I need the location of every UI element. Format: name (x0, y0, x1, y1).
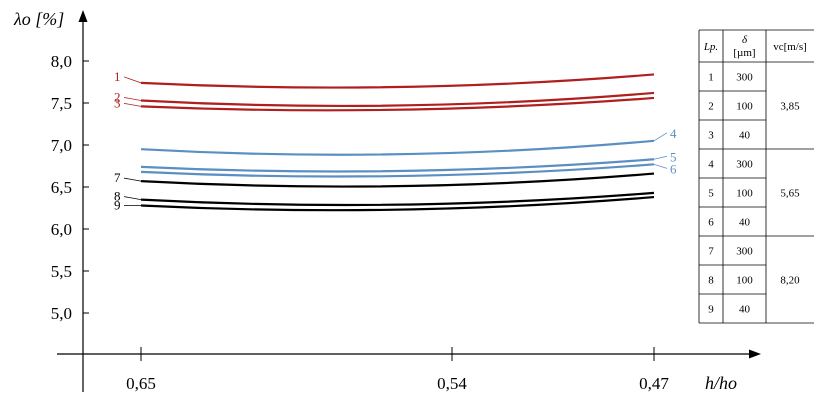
y-tick-label: 5,5 (51, 262, 72, 281)
table-cell-lp: 3 (708, 130, 714, 142)
y-tick-label: 5,0 (51, 304, 72, 323)
series-label-5: 5 (670, 149, 677, 164)
table-cell-delta: 40 (739, 217, 751, 229)
series-line-5 (140, 158, 655, 173)
y-ticks: 5,0 5,5 6,0 6,5 7,0 7,5 8,0 (51, 52, 89, 323)
leader-line (653, 155, 668, 160)
table-cell-delta: 300 (736, 246, 753, 258)
table-cell-delta: 40 (739, 304, 751, 316)
header-delta-unit: [µm] (733, 47, 755, 59)
y-tick-label: 7,0 (51, 136, 72, 155)
series-line-1 (140, 73, 655, 89)
table-cell-lp: 5 (708, 188, 714, 200)
series-label-6: 6 (670, 161, 677, 176)
series-line-9 (140, 195, 655, 212)
series-label-7: 7 (114, 170, 121, 185)
table-cell-lp: 8 (708, 275, 714, 287)
series-line-4 (140, 139, 655, 156)
series-line-7 (140, 172, 655, 188)
table-cell-lp: 1 (708, 72, 714, 84)
table-cell-delta: 100 (736, 101, 753, 113)
y-tick-label: 8,0 (51, 52, 72, 71)
header-lp: Lp. (703, 41, 718, 53)
table-cell-vc: 3,85 (780, 101, 800, 113)
y-tick-label: 6,0 (51, 220, 72, 239)
table-cell-delta: 300 (736, 159, 753, 171)
x-axis-arrow (749, 349, 761, 359)
table-cell-lp: 7 (708, 246, 714, 258)
header-delta: δ (742, 34, 748, 46)
series-label-8: 8 (114, 189, 121, 204)
x-tick-label: 0,65 (126, 374, 156, 393)
curves: 1 23 4 56 7 89 (114, 69, 677, 213)
series-line-3 (140, 96, 655, 112)
leader-line (123, 102, 142, 107)
series-label-3: 3 (114, 95, 121, 110)
x-ticks: 0,65 0,54 0,47 (126, 347, 669, 393)
series-label-2: 2 (114, 89, 121, 104)
table-cell-lp: 2 (708, 101, 714, 113)
leader-line (123, 76, 142, 84)
leader-line (123, 97, 142, 101)
table-cell-vc: 8,20 (780, 275, 800, 287)
y-axis-arrow (78, 10, 88, 22)
table-cell-lp: 9 (708, 304, 714, 316)
legend-table: Lp. δ[µm] vc[m/s] 1 300 2 100 3 40 4 300 5 100 6 40 7 30… (698, 29, 814, 324)
y-tick-label: 7,5 (51, 94, 72, 113)
table-cell-lp: 6 (708, 217, 714, 229)
table-cell-lp: 4 (708, 159, 714, 171)
leader-line (653, 163, 668, 169)
header-vc: vc[m/s] (773, 41, 807, 53)
table-cell-delta: 300 (736, 72, 753, 84)
series-line-6 (140, 163, 655, 178)
y-axis-title: λo [%] (13, 9, 64, 29)
leader-line (653, 132, 668, 142)
table-cell-delta: 100 (736, 188, 753, 200)
series-label-1: 1 (114, 69, 121, 84)
x-tick-label: 0,54 (437, 374, 467, 393)
x-axis-title: h/ho (705, 373, 737, 393)
series-label-4: 4 (670, 126, 677, 141)
table-cell-delta: 100 (736, 275, 753, 287)
leader-line (123, 196, 142, 200)
x-tick-label: 0,47 (639, 374, 669, 393)
table-cell-vc: 5,65 (780, 188, 800, 200)
series-label-9: 9 (114, 197, 121, 212)
table-cell-delta: 40 (739, 130, 751, 142)
series-line-2 (140, 91, 655, 108)
leader-line (123, 177, 142, 182)
series-line-8 (140, 191, 655, 207)
y-tick-label: 6,5 (51, 178, 72, 197)
